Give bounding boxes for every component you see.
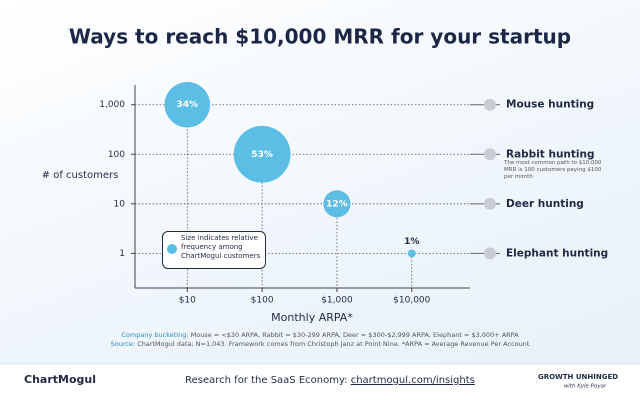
legend-label: Elephant hunting — [506, 247, 608, 259]
link[interactable]: chartmogul.com/insights — [351, 375, 475, 386]
value-label: 53% — [251, 150, 273, 160]
note-label: Company bucketing: — [121, 331, 189, 339]
tagline-text: Research for the SaaS Economy: — [185, 375, 347, 386]
partner: GROWTH UNHINGED — [538, 373, 618, 381]
legend-label: Rabbit hunting — [506, 148, 595, 160]
footer-bar — [0, 364, 640, 400]
icon — [484, 197, 496, 210]
value-label: 12% — [326, 199, 348, 209]
bubble — [323, 190, 351, 218]
bubble — [407, 249, 416, 258]
value-label: 1% — [404, 237, 419, 247]
bubble — [164, 81, 211, 128]
y-axis-label: # of customers — [41, 170, 119, 181]
size-legend-swatch — [167, 244, 177, 254]
size-legend-text: Size indicates relative frequency among … — [181, 234, 261, 260]
partner-sub: with Kyle Poyar — [564, 384, 607, 390]
y-tick-label: 1,000 — [99, 100, 125, 110]
brand: ChartMogul — [24, 373, 96, 386]
legend-label: Deer hunting — [506, 198, 584, 210]
bubble — [233, 125, 291, 183]
note-text: Mouse = <$30 ARPA, Rabbit = $30-299 ARPA… — [190, 331, 519, 339]
icon — [484, 247, 496, 260]
note: Company bucketing: Mouse = <$30 ARPA, Ra… — [0, 331, 640, 340]
x-tick-label: $10 — [179, 296, 196, 306]
x-axis-label: Monthly ARPA* — [271, 311, 353, 324]
chart-title: Ways to reach $10,000 MRR for your start… — [69, 25, 571, 49]
tagline: Research for the SaaS Economy: chartmogu… — [185, 375, 475, 386]
y-tick-label: 10 — [114, 199, 126, 209]
legend-label: Mouse hunting — [506, 99, 594, 111]
annotation: The most common path to $10,000 MRR is 1… — [504, 160, 602, 180]
x-tick-label: $10,000 — [393, 296, 430, 306]
value-label: 34% — [177, 100, 199, 110]
icon — [484, 98, 496, 111]
x-tick-label: $100 — [251, 296, 274, 306]
y-tick-label: 100 — [108, 150, 125, 160]
x-tick-label: $1,000 — [321, 296, 353, 306]
note-label: Source: — [110, 340, 136, 349]
note-text: ChartMogul data; N=1,043. Framework come… — [137, 340, 530, 349]
y-tick-label: 1 — [119, 249, 125, 259]
icon — [484, 148, 496, 161]
notes: Company bucketing: Mouse = <$30 ARPA, Ra… — [0, 331, 640, 350]
size-legend-box — [162, 231, 266, 269]
note: Source: ChartMogul data; N=1,043. Framew… — [0, 340, 640, 349]
